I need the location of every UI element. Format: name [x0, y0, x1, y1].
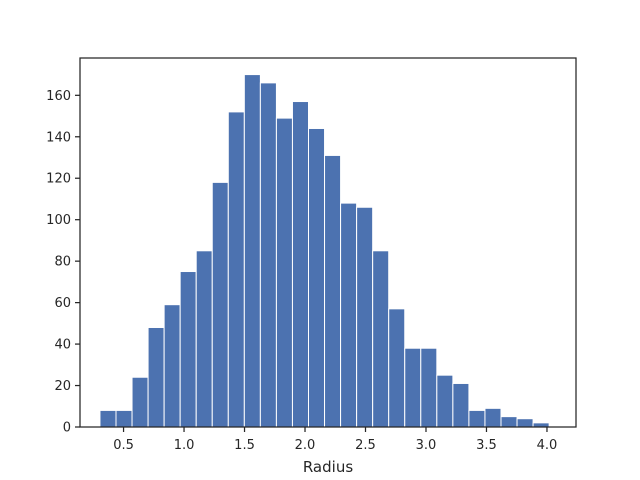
y-tick-label: 0: [63, 421, 71, 436]
histogram-bar: [452, 382, 470, 428]
histogram-bar: [115, 409, 133, 428]
histogram-bar: [307, 127, 326, 428]
plot-frame: [79, 57, 577, 428]
y-tick-label: 20: [54, 379, 71, 394]
bars-group: [99, 74, 550, 428]
histogram-bar: [227, 111, 245, 428]
histogram-bar: [500, 416, 518, 428]
y-tick-label: 140: [46, 130, 71, 145]
histogram-bar: [516, 418, 534, 428]
histogram-bar: [372, 250, 390, 428]
histogram-bar: [436, 374, 454, 428]
x-tick-label: 3.0: [416, 438, 437, 453]
x-tick-label: 2.0: [295, 438, 316, 453]
x-tick-label: 0.5: [113, 438, 134, 453]
histogram-bar: [147, 326, 165, 428]
histogram-bar: [484, 407, 502, 428]
histogram-bar: [388, 308, 406, 428]
histogram-bar: [211, 181, 229, 428]
histogram-bar: [275, 117, 293, 428]
histogram-bar: [356, 206, 374, 428]
x-tick-label: 1.0: [174, 438, 195, 453]
histogram-bar: [340, 202, 358, 428]
x-tick-label: 1.5: [234, 438, 255, 453]
histogram-bar: [468, 409, 486, 428]
y-axis-ticks: 0 20 40 60 80 100 120 140 160: [46, 89, 80, 436]
y-tick-label: 80: [54, 255, 71, 270]
x-axis-ticks: 0.5 1.0 1.5 2.0 2.5 3.0 3.5 4.0: [113, 427, 557, 453]
x-tick-label: 4.0: [537, 438, 558, 453]
histogram-bar: [163, 304, 181, 428]
histogram-bar: [131, 376, 149, 428]
histogram-bar: [420, 347, 438, 428]
x-tick-label: 2.5: [355, 438, 376, 453]
y-tick-label: 160: [46, 89, 71, 104]
y-tick-label: 60: [54, 296, 71, 311]
histogram-bar: [99, 409, 117, 428]
histogram-bar: [179, 271, 197, 428]
histogram-bar: [243, 74, 261, 428]
x-tick-label: 3.5: [476, 438, 497, 453]
histogram-bar: [195, 250, 213, 428]
y-tick-label: 40: [54, 338, 71, 353]
histogram-bar: [324, 154, 342, 428]
histogram-bar: [291, 101, 309, 428]
y-tick-label: 100: [46, 213, 71, 228]
x-axis-label: Radius: [303, 458, 353, 476]
y-tick-label: 120: [46, 172, 71, 187]
histogram-bar: [259, 82, 277, 428]
histogram-bar: [404, 347, 422, 428]
